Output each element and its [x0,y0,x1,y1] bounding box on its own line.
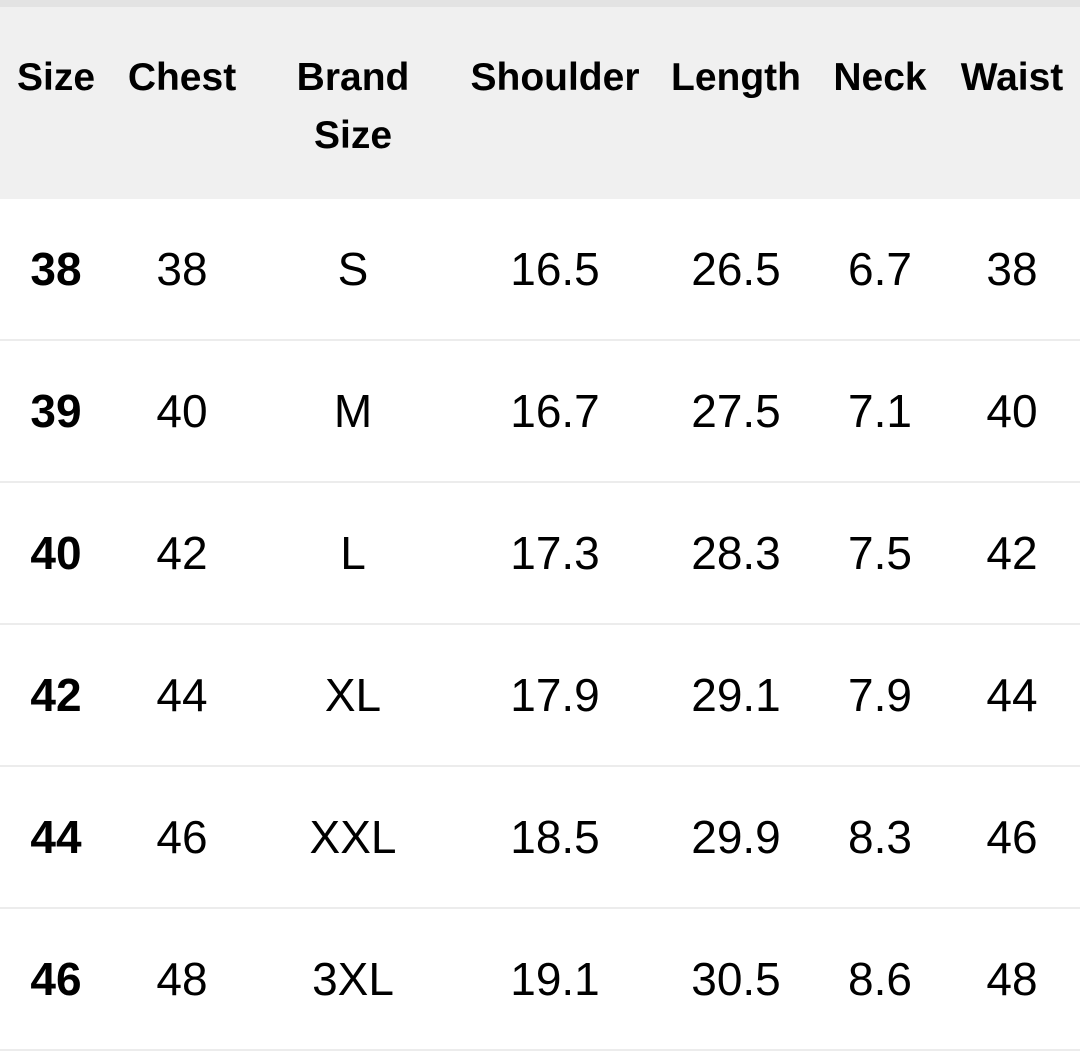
cell-waist: 44 [986,669,1038,721]
cell-brand-size: L [340,527,366,579]
header-chest: Chest [127,56,237,99]
cell-brand-size: M [333,385,373,437]
cell-size: 39 [30,385,82,437]
cell-length: 27.5 [691,385,781,437]
cell-length: 26.5 [691,243,781,295]
cell-shoulder: 19.1 [510,953,600,1005]
cell-shoulder: 18.5 [510,811,600,863]
header-neck: Neck [833,56,927,99]
cell-size: 46 [30,953,82,1005]
cell-shoulder: 16.7 [510,385,600,437]
cell-brand-size: XXL [309,811,397,863]
cell-chest: 44 [156,669,208,721]
cell-length: 29.9 [691,811,781,863]
cell-neck: 7.5 [848,527,912,579]
header-brand-size: Brand Size [296,56,410,157]
table-row: 40 42 L 17.3 28.3 7.5 42 [0,483,1080,625]
cell-chest: 46 [156,811,208,863]
cell-shoulder: 17.3 [510,527,600,579]
cell-chest: 48 [156,953,208,1005]
cell-size: 42 [30,669,82,721]
cell-waist: 48 [986,953,1038,1005]
cell-length: 28.3 [691,527,781,579]
cell-brand-size: XL [324,669,382,721]
cell-neck: 7.1 [848,385,912,437]
cell-size: 40 [30,527,82,579]
cell-chest: 40 [156,385,208,437]
cell-size: 44 [30,811,82,863]
table-row: 46 48 3XL 19.1 30.5 8.6 48 [0,909,1080,1051]
top-strip [0,0,1080,7]
header-length: Length [671,56,801,99]
cell-waist: 38 [986,243,1038,295]
cell-length: 29.1 [691,669,781,721]
cell-waist: 42 [986,527,1038,579]
cell-chest: 38 [156,243,208,295]
table-row: 38 38 S 16.5 26.5 6.7 38 [0,199,1080,341]
header-shoulder: Shoulder [470,56,640,99]
cell-neck: 7.9 [848,669,912,721]
cell-chest: 42 [156,527,208,579]
cell-brand-size: S [337,243,369,295]
cell-size: 38 [30,243,82,295]
table-header: Size Chest Brand Size Shoulder Length Neck Wai… [0,7,1080,199]
header-waist: Waist [960,56,1064,99]
cell-waist: 46 [986,811,1038,863]
cell-shoulder: 17.9 [510,669,600,721]
cell-brand-size: 3XL [312,953,394,1005]
table-row: 39 40 M 16.7 27.5 7.1 40 [0,341,1080,483]
cell-neck: 8.6 [848,953,912,1005]
cell-length: 30.5 [691,953,781,1005]
cell-neck: 6.7 [848,243,912,295]
header-size: Size [16,56,96,99]
cell-shoulder: 16.5 [510,243,600,295]
table-row: 42 44 XL 17.9 29.1 7.9 44 [0,625,1080,767]
cell-waist: 40 [986,385,1038,437]
cell-neck: 8.3 [848,811,912,863]
table-row: 44 46 XXL 18.5 29.9 8.3 46 [0,767,1080,909]
